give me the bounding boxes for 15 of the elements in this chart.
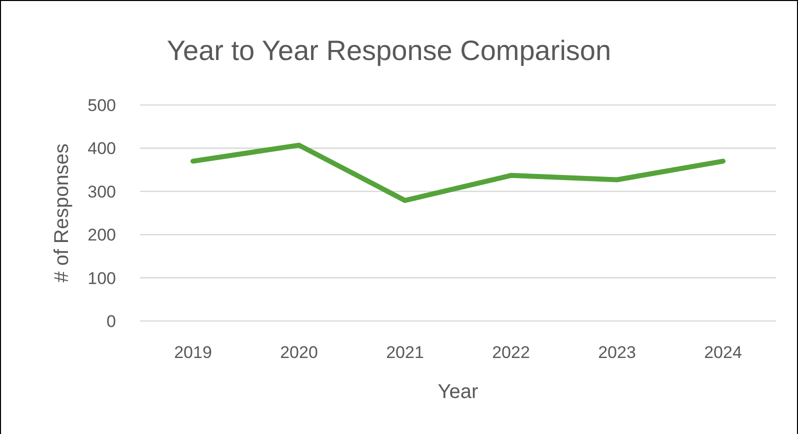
y-tick-label: 0 xyxy=(106,312,116,331)
y-tick-label: 500 xyxy=(88,96,116,115)
x-tick-label: 2019 xyxy=(174,343,212,362)
y-tick-label: 300 xyxy=(88,182,116,202)
chart-title: Year to Year Response Comparison xyxy=(166,35,612,66)
x-tick-label: 2020 xyxy=(280,343,318,362)
y-tick-label: 100 xyxy=(88,268,116,288)
y-axis-title: # of Responses xyxy=(51,144,73,282)
x-tick-label: 2024 xyxy=(704,343,742,362)
y-tick-label: 200 xyxy=(88,226,116,245)
x-tick-label: 2021 xyxy=(386,343,424,362)
x-tick-label: 2022 xyxy=(492,343,530,362)
x-axis-title: Year xyxy=(438,381,479,403)
x-tick-label: 2023 xyxy=(598,343,636,362)
y-tick-label: 400 xyxy=(88,139,116,158)
